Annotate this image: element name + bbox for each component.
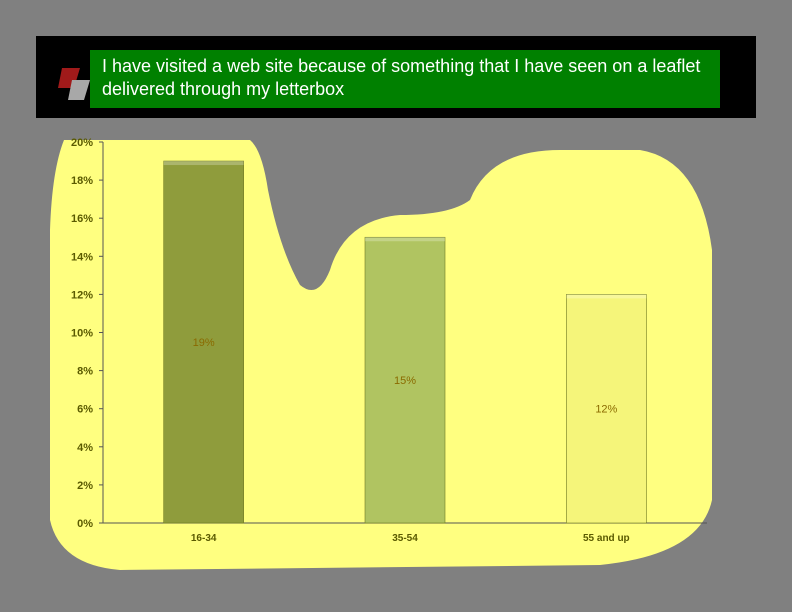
x-tick-label: 16-34 (191, 533, 217, 544)
logo-icon (58, 68, 90, 100)
y-tick-label: 4% (77, 442, 93, 454)
chart-title-line-1: I have visited a web site because of som… (102, 56, 701, 76)
y-tick-label: 6% (77, 404, 93, 416)
x-tick-label: 55 and up (583, 533, 630, 544)
bar-highlight (566, 294, 647, 299)
y-tick-label: 16% (71, 213, 93, 225)
y-tick-label: 18% (71, 175, 93, 187)
y-tick-label: 2% (77, 480, 93, 492)
y-tick-label: 14% (71, 251, 93, 263)
chart-title: I have visited a web site because of som… (90, 50, 720, 108)
y-tick-label: 0% (77, 518, 93, 530)
bar-highlight (365, 237, 445, 242)
data-label: 12% (595, 404, 617, 416)
y-tick-label: 8% (77, 366, 93, 378)
y-tick-label: 10% (71, 328, 93, 340)
bar-highlight (163, 161, 244, 166)
bar-35-54 (364, 236, 446, 524)
y-tick-label: 20% (71, 137, 93, 149)
bar-16-34 (163, 160, 244, 524)
chart-title-line-2: delivered through my letterbox (102, 79, 345, 99)
data-label: 15% (394, 375, 416, 387)
y-tick-label: 12% (71, 289, 93, 301)
data-label: 19% (193, 337, 215, 349)
bar-55-and-up (566, 294, 647, 524)
logo-gray-shape (68, 80, 90, 100)
bars-group: 19% 15% 12% (163, 160, 647, 524)
x-tick-label: 35-54 (392, 533, 418, 544)
